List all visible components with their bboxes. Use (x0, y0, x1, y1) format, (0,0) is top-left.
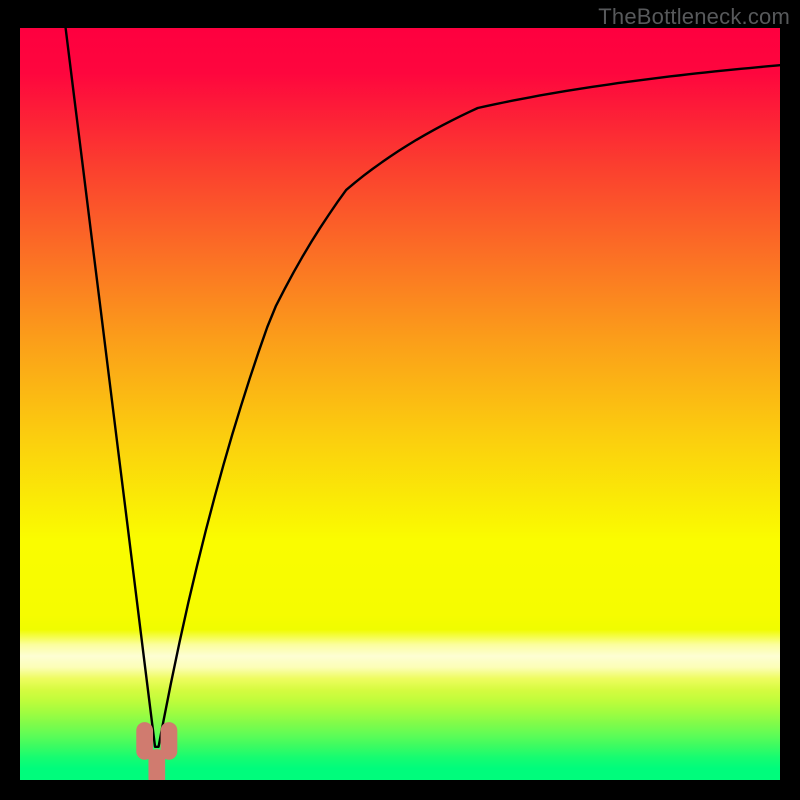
plot-area (20, 28, 780, 780)
curve-min-marker (148, 749, 165, 780)
watermark-text: TheBottleneck.com (598, 4, 790, 30)
gradient-background (20, 28, 780, 780)
chart-frame: TheBottleneck.com (0, 0, 800, 800)
chart-svg (20, 28, 780, 780)
